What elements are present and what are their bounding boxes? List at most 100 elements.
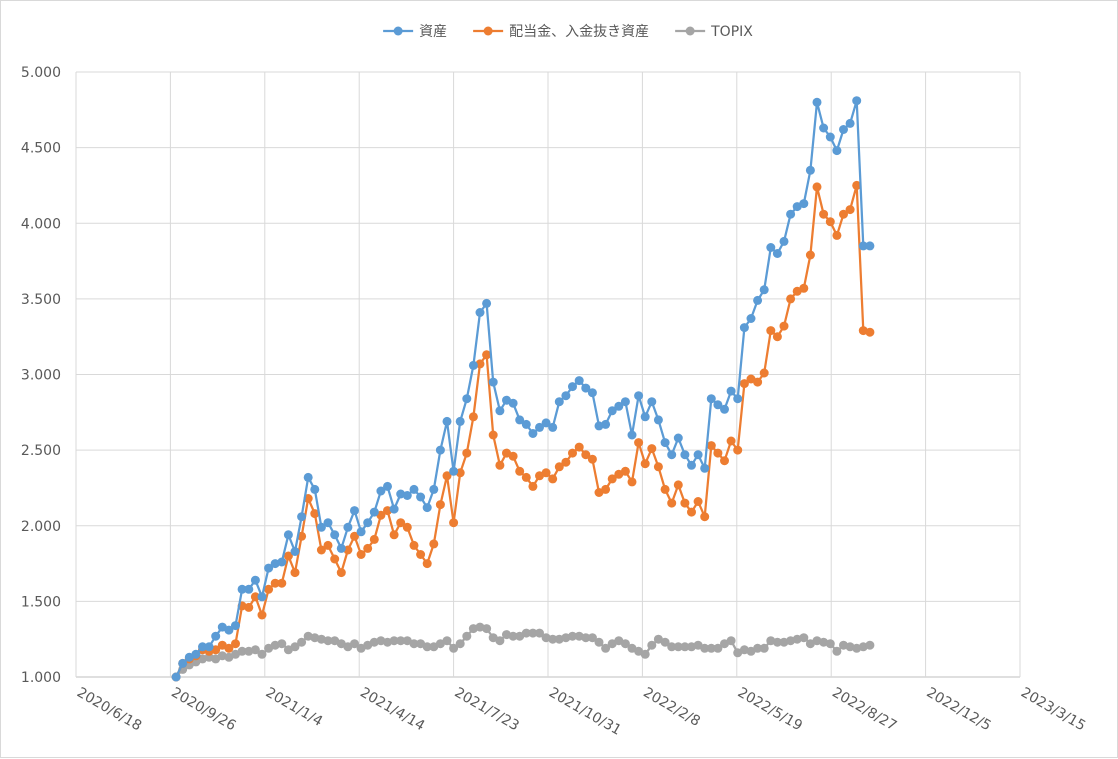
data-point <box>561 391 571 401</box>
data-point <box>799 633 809 643</box>
data-point <box>343 522 353 532</box>
data-point <box>759 368 769 378</box>
data-point <box>323 518 333 528</box>
data-point <box>548 474 558 484</box>
data-point <box>766 326 776 336</box>
data-point <box>191 649 201 659</box>
x-tick-label: 2023/3/15 <box>1018 685 1088 735</box>
data-point <box>468 360 478 370</box>
data-point <box>495 460 505 470</box>
x-tick-label: 2021/7/23 <box>452 685 522 735</box>
data-point <box>653 462 663 472</box>
data-point <box>244 602 254 612</box>
x-tick-label: 2020/6/18 <box>74 685 144 735</box>
data-point <box>720 456 729 466</box>
data-point <box>733 445 743 455</box>
data-point <box>713 400 723 410</box>
data-point <box>508 631 518 641</box>
data-point <box>482 624 492 634</box>
data-point <box>568 382 577 392</box>
data-point <box>416 550 426 559</box>
data-point <box>700 463 710 473</box>
data-point <box>270 578 280 588</box>
data-point <box>376 486 386 496</box>
data-point <box>865 241 875 251</box>
data-point <box>409 540 419 550</box>
data-point <box>515 466 525 476</box>
data-point <box>224 643 234 653</box>
data-point <box>620 397 630 407</box>
data-point <box>634 438 644 448</box>
data-point <box>640 459 650 469</box>
data-point <box>482 350 492 360</box>
data-point <box>521 628 531 638</box>
data-point <box>495 636 505 646</box>
data-point <box>257 649 267 659</box>
data-point <box>409 639 419 649</box>
data-point <box>211 631 221 641</box>
data-point <box>455 416 465 426</box>
data-point <box>554 462 564 472</box>
data-point <box>786 209 796 219</box>
data-point <box>350 506 359 516</box>
y-tick-label: 3.500 <box>21 292 61 308</box>
data-point <box>475 308 485 317</box>
data-point <box>356 527 366 537</box>
data-point <box>363 543 373 553</box>
data-point <box>422 642 432 652</box>
data-point <box>435 445 445 455</box>
data-point <box>264 563 274 573</box>
data-point <box>706 643 716 653</box>
data-point <box>753 643 763 653</box>
data-point <box>706 394 716 404</box>
legend-entry: 配当金、入金抜き資産 <box>473 24 649 40</box>
data-point <box>753 295 763 305</box>
data-point <box>581 633 591 643</box>
data-point <box>660 438 670 448</box>
data-point <box>812 182 822 192</box>
data-point <box>442 471 452 481</box>
data-point <box>416 492 426 502</box>
data-point <box>812 97 822 107</box>
data-point <box>336 568 346 578</box>
legend-label: 配当金、入金抜き資産 <box>509 24 649 40</box>
data-point <box>601 643 611 653</box>
data-point <box>350 531 359 541</box>
data-point <box>819 123 829 133</box>
data-point <box>587 633 597 643</box>
data-point <box>290 568 300 578</box>
data-point <box>277 639 287 649</box>
y-tick-label: 1.500 <box>21 594 61 610</box>
data-point <box>389 636 399 646</box>
data-point <box>369 534 379 544</box>
data-point <box>449 466 459 476</box>
data-point <box>852 96 862 106</box>
y-tick-label: 5.000 <box>21 65 61 81</box>
data-point <box>700 643 710 653</box>
data-point <box>396 636 406 646</box>
data-point <box>462 394 472 404</box>
data-point <box>640 649 650 659</box>
data-point <box>482 298 492 308</box>
data-point <box>231 621 240 631</box>
data-point <box>541 468 551 478</box>
data-point <box>535 422 544 432</box>
data-point <box>839 209 848 219</box>
data-point <box>713 448 723 458</box>
data-point <box>739 323 749 333</box>
x-axis-ticks: 2020/6/18 2020/9/26 2021/1/4 2021/4/14 2021/… <box>74 685 1088 739</box>
data-point <box>746 314 756 323</box>
data-point <box>653 634 663 644</box>
data-point <box>647 444 657 454</box>
data-point <box>706 441 716 451</box>
data-point <box>786 294 796 304</box>
data-point <box>244 584 254 594</box>
data-point <box>521 472 531 482</box>
data-point <box>805 250 815 260</box>
data-point <box>277 578 287 588</box>
legend-marker <box>483 26 493 36</box>
data-point <box>667 498 677 508</box>
data-point <box>429 484 439 494</box>
data-point <box>237 584 247 594</box>
data-point <box>323 540 333 550</box>
